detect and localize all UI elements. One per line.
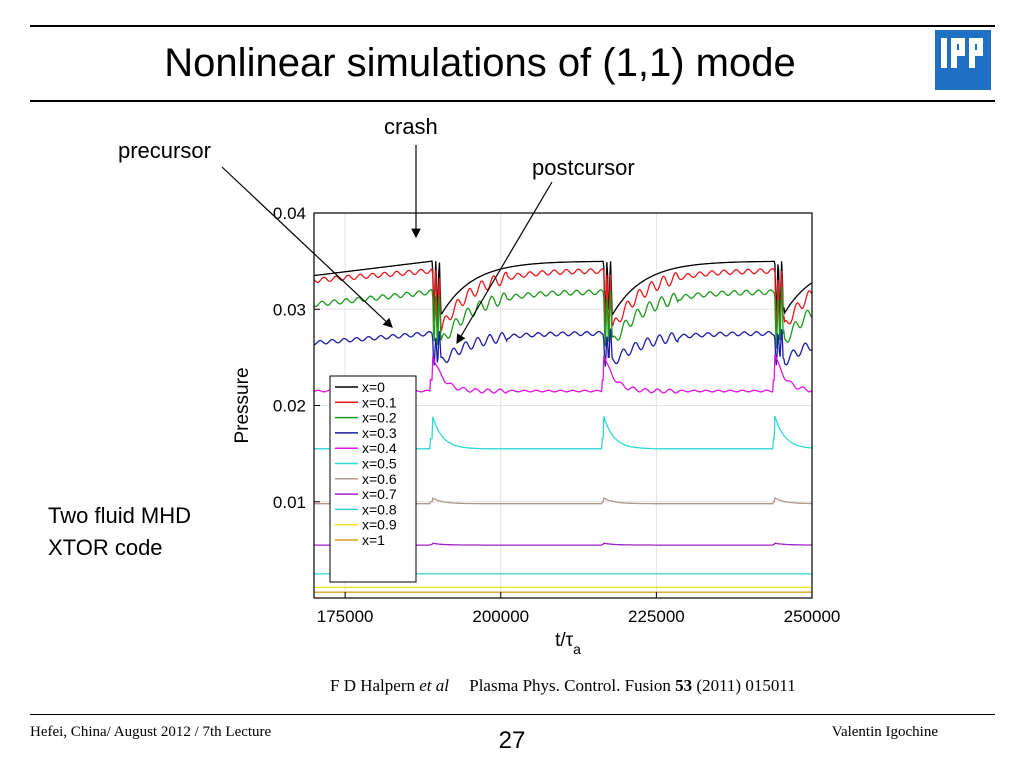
y-tick-label: 0.02 (273, 397, 306, 416)
top-rule (30, 25, 995, 27)
citation-etal: et al (419, 676, 449, 695)
citation: F D Halpern et al Plasma Phys. Control. … (330, 676, 796, 696)
legend-label: x=0.6 (362, 471, 397, 487)
citation-volume: 53 (675, 676, 693, 695)
series-line (314, 260, 812, 316)
x-tick-label: 175000 (317, 607, 374, 626)
legend-label: x=0.5 (362, 456, 397, 472)
y-tick-label: 0.04 (273, 204, 306, 223)
legend-label: x=0.8 (362, 501, 397, 517)
legend-label: x=0.2 (362, 410, 397, 426)
annotation-precursor: precursor (118, 138, 211, 163)
legend-label: x=0 (362, 379, 385, 395)
slide-title: Nonlinear simulations of (1,1) mode (164, 41, 796, 85)
footer-author: Valentin Igochine (831, 724, 938, 740)
x-tick-label: 225000 (628, 607, 685, 626)
series-line (314, 328, 812, 367)
citation-journal: Plasma Phys. Control. Fusion (469, 676, 671, 695)
x-axis-label: t/τa (555, 630, 581, 657)
citation-rest: (2011) 015011 (696, 676, 796, 695)
note-line-1: Two fluid MHD (48, 503, 192, 528)
title-rule (30, 100, 995, 102)
code-note: Two fluid MHD XTOR code (48, 500, 191, 564)
annotation-postcursor: postcursor (532, 155, 635, 180)
postcursor-arrow (456, 181, 553, 345)
footer-rule (30, 714, 995, 715)
precursor-arrow (221, 166, 393, 328)
legend-label: x=0.9 (362, 517, 397, 533)
series-line (314, 287, 812, 349)
note-line-2: XTOR code (48, 535, 163, 560)
citation-authors: F D Halpern (330, 676, 415, 695)
y-axis-label: Pressure (232, 367, 253, 443)
legend-label: x=1 (362, 532, 385, 548)
footer-lecture: Hefei, China/ August 2012 / 7th Lecture (30, 724, 272, 740)
y-tick-label: 0.01 (273, 493, 306, 512)
ipp-logo (935, 30, 991, 90)
page-number: 27 (498, 727, 526, 754)
legend-label: x=0.4 (362, 440, 397, 456)
series-line (314, 267, 812, 332)
y-tick-label: 0.03 (273, 300, 306, 319)
legend-label: x=0.7 (362, 486, 397, 502)
x-tick-label: 200000 (472, 607, 529, 626)
annotation-crash: crash (384, 114, 438, 139)
x-tick-label: 250000 (784, 607, 841, 626)
legend-label: x=0.1 (362, 394, 397, 410)
legend-label: x=0.3 (362, 425, 397, 441)
